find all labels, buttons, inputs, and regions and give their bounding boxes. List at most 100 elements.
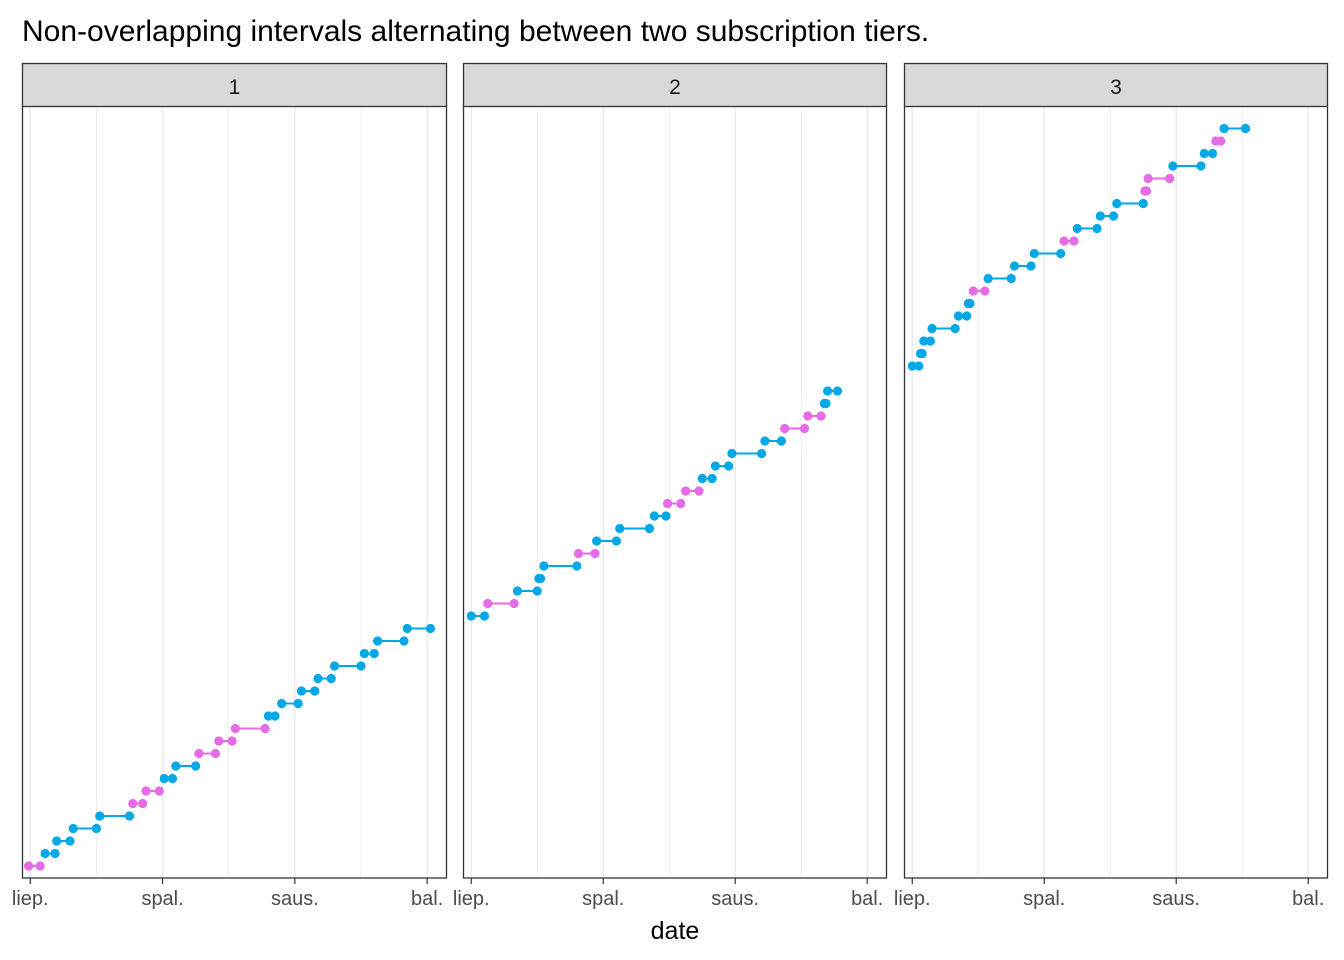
interval-start-point: [983, 273, 993, 284]
x-tick-label: spal.: [141, 888, 183, 910]
interval-end-point: [1138, 198, 1148, 209]
interval-start-point: [40, 848, 50, 859]
interval-start-point: [1072, 223, 1082, 234]
interval-segment: [727, 448, 767, 459]
strip-label: 3: [1110, 76, 1122, 99]
interval-end-point: [816, 411, 826, 421]
interval-segment: [681, 486, 704, 496]
interval-end-point: [1108, 211, 1119, 221]
interval-end-point: [210, 748, 221, 759]
interval-start-point: [953, 311, 964, 321]
interval-segment: [512, 586, 542, 596]
interval-segment: [592, 536, 622, 546]
interval-start-point: [823, 386, 833, 396]
interval-segment: [760, 436, 787, 446]
interval-start-point: [313, 673, 323, 684]
interval-end-point: [1006, 273, 1016, 284]
interval-start-point: [194, 748, 204, 759]
interval-segment: [1059, 236, 1079, 246]
interval-segment: [823, 386, 843, 396]
interval-segment: [1009, 261, 1036, 271]
interval-end-point: [694, 486, 704, 496]
interval-segment: [466, 611, 490, 621]
interval-segment: [710, 461, 734, 471]
interval-end-point: [661, 511, 671, 521]
interval-segment: [697, 473, 717, 484]
interval-end-point: [1216, 136, 1226, 146]
interval-segment: [780, 423, 810, 434]
interval-segment: [927, 323, 960, 334]
interval-start-point: [277, 698, 287, 709]
interval-start-point: [539, 561, 549, 571]
interval-end-point: [1240, 123, 1251, 134]
x-axis-title: date: [651, 917, 700, 945]
interval-segment: [159, 773, 178, 784]
interval-end-point: [821, 398, 831, 409]
interval-segment: [662, 498, 686, 509]
interval-start-point: [710, 461, 721, 471]
interval-end-point: [917, 348, 927, 359]
interval-start-point: [1143, 173, 1153, 184]
interval-end-point: [757, 448, 767, 459]
interval-end-point: [611, 536, 622, 546]
x-tick-label: saus.: [271, 888, 319, 910]
interval-end-point: [479, 611, 490, 621]
interval-end-point: [167, 773, 178, 784]
interval-segment: [194, 748, 221, 759]
interval-segment: [963, 298, 975, 309]
x-tick-label: spal.: [582, 888, 624, 910]
interval-end-point: [50, 848, 60, 859]
interval-segment: [615, 523, 655, 534]
interval-end-point: [1069, 236, 1079, 246]
interval-segment: [263, 711, 280, 721]
panels-layer: 1 liep. spal. saus. bal. 2 liep. spal. saus. bal.…: [12, 62, 1329, 910]
interval-end-point: [914, 361, 924, 371]
strip-background: [462, 62, 888, 108]
interval-end-point: [644, 523, 655, 534]
interval-start-point: [68, 823, 78, 834]
interval-end-point: [776, 436, 787, 446]
interval-end-point: [1207, 148, 1218, 159]
interval-end-point: [572, 561, 582, 571]
interval-end-point: [832, 386, 843, 396]
x-tick-label: liep.: [894, 888, 931, 910]
interval-start-point: [662, 498, 673, 509]
interval-segment: [95, 811, 135, 821]
interval-start-point: [128, 798, 138, 809]
interval-end-point: [356, 661, 366, 671]
interval-end-point: [91, 823, 102, 834]
interval-start-point: [681, 486, 691, 496]
interval-start-point: [727, 448, 737, 459]
interval-segment: [1168, 161, 1206, 171]
interval-end-point: [191, 761, 201, 771]
interval-segment: [534, 573, 546, 584]
interval-segment: [983, 273, 1016, 284]
interval-end-point: [326, 673, 336, 684]
interval-end-point: [1026, 261, 1036, 271]
interval-end-point: [369, 648, 379, 659]
interval-start-point: [466, 611, 476, 621]
interval-segment: [1029, 248, 1066, 259]
interval-segment: [1072, 223, 1102, 234]
interval-segment: [402, 623, 436, 634]
interval-segment: [1211, 136, 1226, 146]
interval-start-point: [402, 623, 412, 634]
interval-segment: [329, 661, 366, 671]
strip-label: 1: [229, 76, 241, 99]
interval-start-point: [329, 661, 340, 671]
interval-segment: [40, 848, 60, 859]
interval-end-point: [532, 586, 542, 596]
panel-2: 2 liep. spal. saus. bal.: [453, 62, 888, 910]
chart-title: Non-overlapping intervals alternating be…: [22, 15, 929, 48]
interval-start-point: [359, 648, 369, 659]
interval-segment: [171, 761, 201, 771]
interval-start-point: [483, 598, 493, 609]
interval-start-point: [159, 773, 169, 784]
interval-start-point: [1059, 236, 1069, 246]
interval-start-point: [1009, 261, 1020, 271]
interval-segment: [52, 836, 75, 846]
interval-end-point: [980, 286, 990, 296]
interval-segment: [483, 598, 519, 609]
interval-end-point: [724, 461, 734, 471]
